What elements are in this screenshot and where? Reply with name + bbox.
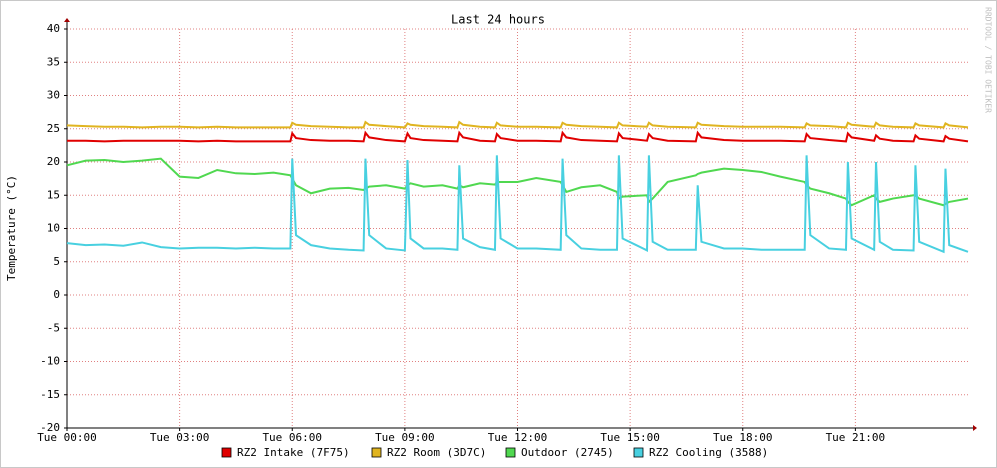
y-tick-label: -10 [40,355,60,368]
y-tick-label: -15 [40,388,60,401]
y-tick-label: 35 [47,55,60,68]
y-tick-label: 5 [53,255,60,268]
x-tick-label: Tue 03:00 [150,431,210,444]
y-axis-label: Temperature (°C) [5,175,18,281]
legend-label: RZ2 Room (3D7C) [387,446,486,459]
y-tick-label: -20 [40,421,60,434]
x-tick-label: Tue 06:00 [262,431,322,444]
y-tick-label: 0 [53,288,60,301]
series-line [66,155,969,254]
y-tick-label: 40 [47,22,60,35]
x-tick-label: Tue 09:00 [375,431,435,444]
axis-arrow [64,18,70,22]
x-tick-label: Tue 18:00 [713,431,773,444]
series-line [66,120,969,129]
x-tick-label: Tue 15:00 [600,431,660,444]
legend-label: RZ2 Cooling (3588) [649,446,768,459]
y-tick-label: 15 [47,188,60,201]
legend-swatch [633,447,644,458]
legend-swatch [505,447,516,458]
y-tick-label: 25 [47,122,60,135]
watermark: RRDTOOL / TOBI OETIKER [984,7,993,113]
series-line [67,130,969,143]
y-tick-label: 20 [47,155,60,168]
x-tick-label: Tue 00:00 [37,431,97,444]
y-tick-label: 10 [47,222,60,235]
legend-label: Outdoor (2745) [521,446,614,459]
y-tick-label: 30 [47,89,60,102]
y-tick-label: -5 [47,321,60,334]
axis-arrow [973,425,977,431]
legend-swatch [371,447,382,458]
legend-label: RZ2 Intake (7F75) [237,446,350,459]
x-tick-label: Tue 12:00 [488,431,548,444]
legend-swatch [221,447,232,458]
x-tick-label: Tue 21:00 [826,431,886,444]
chart-title: Last 24 hours [451,13,545,27]
